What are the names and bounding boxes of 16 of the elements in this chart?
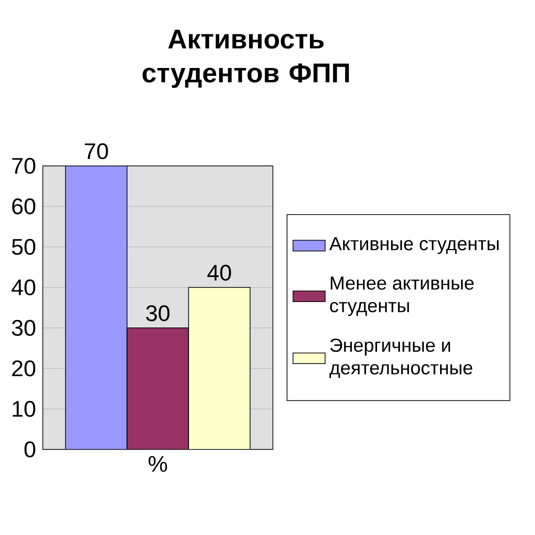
y-tick-label: 30 <box>12 320 36 336</box>
y-tick-label: 60 <box>12 198 36 214</box>
y-tick-label: 70 <box>12 158 36 174</box>
x-tick-label: % <box>148 456 168 472</box>
y-tick-label: 0 <box>24 441 36 458</box>
y-tick-label: 20 <box>12 360 36 376</box>
chart-title: Активность студентов ФПП <box>142 30 349 88</box>
y-tick-label: 10 <box>12 400 36 417</box>
legend-label: Активные студенты <box>329 237 499 254</box>
data-label: 40 <box>207 264 232 281</box>
y-tick-label: 40 <box>12 279 36 296</box>
data-label: 30 <box>146 305 170 322</box>
legend-label: Менее активные студенты <box>330 276 474 316</box>
y-tick-label: 50 <box>12 238 36 255</box>
data-label: 70 <box>84 143 108 160</box>
legend-label: Энергичные и деятельностные <box>329 338 472 378</box>
